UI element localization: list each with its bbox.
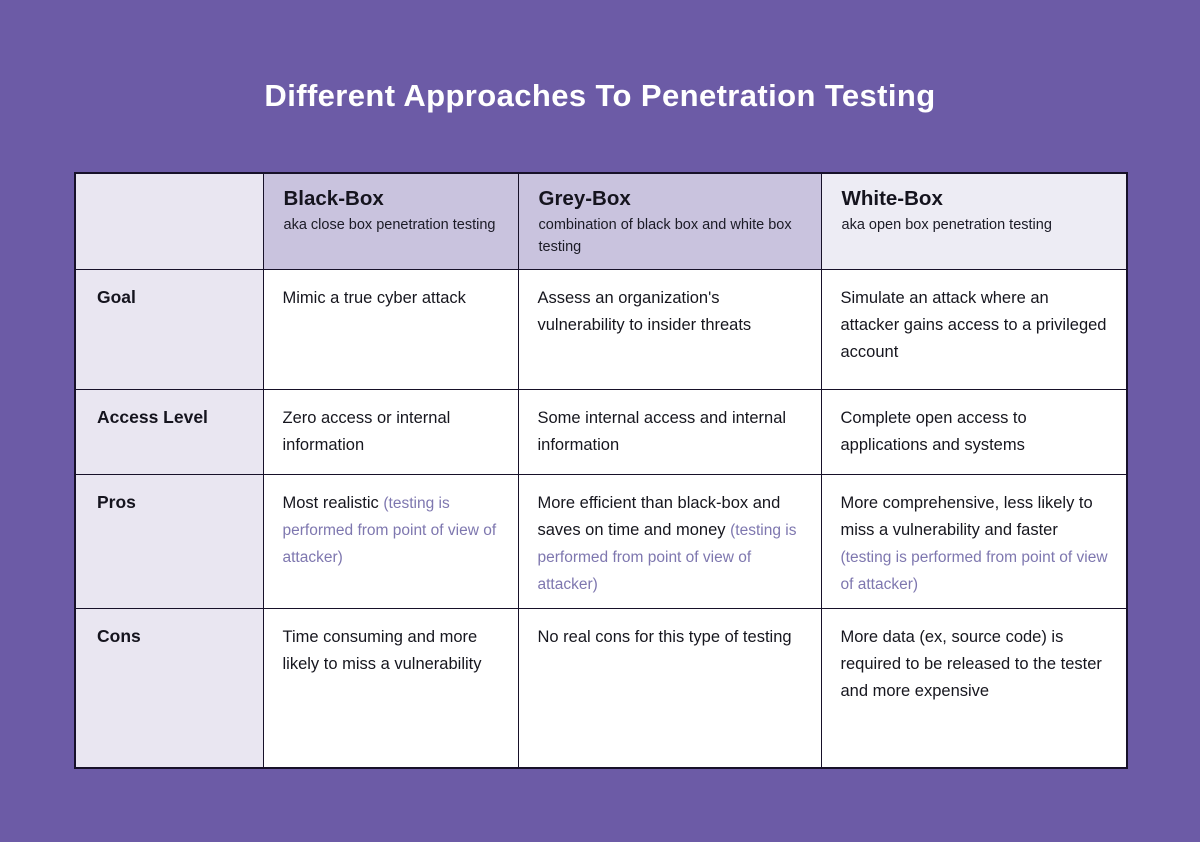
row-label-pros: Pros [74, 473, 264, 610]
cell-goal-black-box: Mimic a true cyber attack [262, 268, 519, 390]
column-subtitle: aka open box penetration testing [841, 217, 1052, 233]
cell-cons-grey-box: No real cons for this type of testing [517, 608, 822, 769]
row-label-goal: Goal [74, 268, 264, 390]
column-title: Black-Box [283, 187, 384, 210]
cell-text: Simulate an attack where an attacker gai… [840, 288, 1107, 362]
table-row-pros: Pros Most realistic (testing is performe… [74, 473, 1128, 610]
cell-text: More comprehensive, less likely to miss … [840, 493, 1093, 539]
cell-access-grey-box: Some internal access and internal inform… [517, 388, 822, 475]
cell-text: Some internal access and internal inform… [537, 408, 787, 454]
cell-note: (testing is performed from point of view… [537, 521, 797, 594]
cell-text: Assess an organization's vulnerability t… [537, 288, 752, 334]
cell-text: Time consuming and more likely to miss a… [282, 628, 482, 674]
cell-access-white-box: Complete open access to applications and… [820, 388, 1128, 475]
column-subtitle: aka close box penetration testing [283, 217, 496, 233]
cell-text: Complete open access to applications and… [840, 408, 1027, 454]
corner-cell [74, 172, 264, 270]
penetration-testing-comparison-table: Black-Box aka close box penetration test… [74, 172, 1128, 769]
cell-goal-white-box: Simulate an attack where an attacker gai… [820, 268, 1128, 390]
row-label-access-level: Access Level [74, 388, 264, 475]
column-subtitle: combination of black box and white box t… [538, 217, 792, 256]
header-row: Black-Box aka close box penetration test… [74, 172, 1128, 270]
column-header-grey-box: Grey-Box combination of black box and wh… [517, 172, 822, 270]
row-label-cons: Cons [74, 608, 264, 769]
table-row-goal: Goal Mimic a true cyber attack Assess an… [74, 268, 1128, 390]
table-row-cons: Cons Time consuming and more likely to m… [74, 608, 1128, 769]
cell-text: No real cons for this type of testing [537, 628, 792, 647]
column-header-white-box: White-Box aka open box penetration testi… [820, 172, 1128, 270]
cell-note: (testing is performed from point of view… [840, 549, 1108, 594]
cell-text: Mimic a true cyber attack [282, 288, 466, 307]
cell-text: More efficient than black-box and saves … [537, 493, 781, 539]
cell-pros-black-box: Most realistic (testing is performed fro… [262, 473, 519, 610]
cell-pros-white-box: More comprehensive, less likely to miss … [820, 473, 1128, 610]
cell-access-black-box: Zero access or internal information [262, 388, 519, 475]
cell-cons-black-box: Time consuming and more likely to miss a… [262, 608, 519, 769]
table-row-access-level: Access Level Zero access or internal inf… [74, 388, 1128, 475]
column-header-black-box: Black-Box aka close box penetration test… [262, 172, 519, 270]
cell-goal-grey-box: Assess an organization's vulnerability t… [517, 268, 822, 390]
cell-note: (testing is performed from point of view… [282, 494, 497, 567]
cell-cons-white-box: More data (ex, source code) is required … [820, 608, 1128, 769]
cell-text: Most realistic [282, 493, 379, 512]
cell-text: More data (ex, source code) is required … [840, 628, 1102, 701]
page-title: Different Approaches To Penetration Test… [264, 78, 936, 113]
column-title: White-Box [841, 187, 943, 210]
cell-text: Zero access or internal information [282, 408, 451, 454]
column-title: Grey-Box [538, 187, 631, 210]
cell-pros-grey-box: More efficient than black-box and saves … [517, 473, 822, 610]
